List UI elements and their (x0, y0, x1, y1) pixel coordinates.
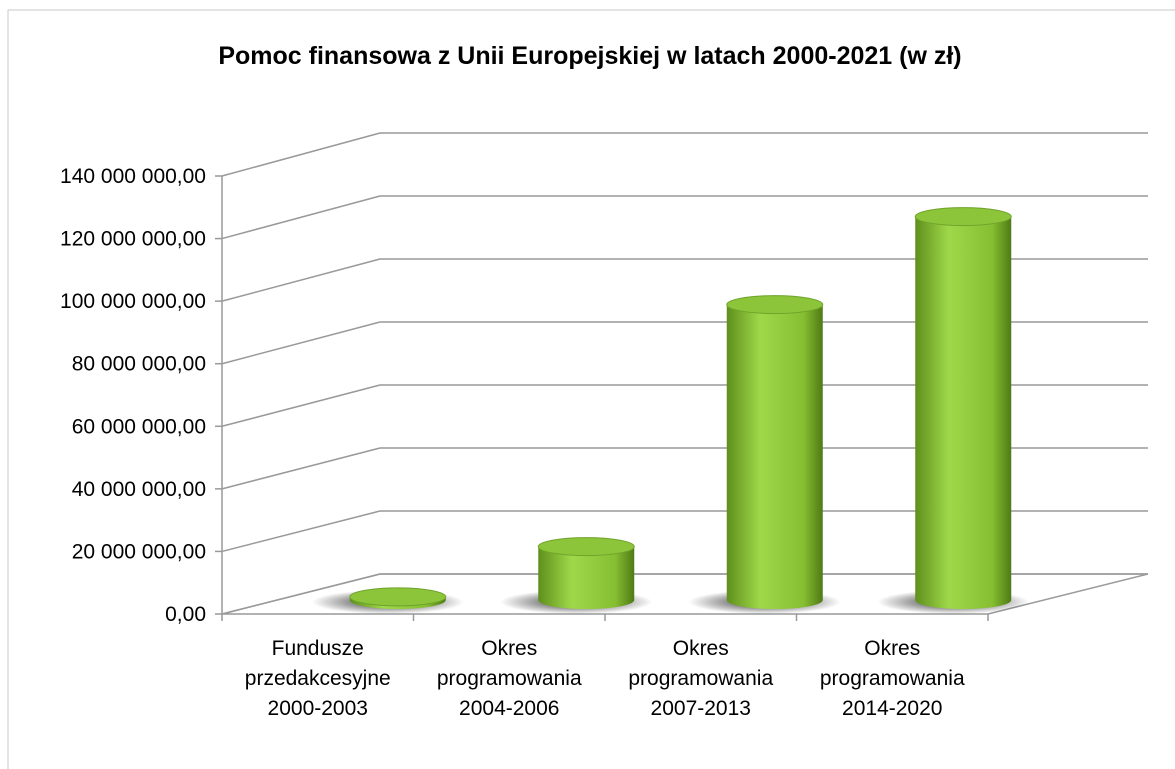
x-tick-label: Fundusze przedakcesyjne 2000-2003 (244, 637, 391, 720)
grid-line (221, 132, 381, 177)
x-tick-label: Okres programowania 2004-2006 (436, 637, 582, 720)
bar (537, 537, 635, 609)
y-tick-label: 100 000 000,00 (60, 290, 206, 313)
y-tick-label: 120 000 000,00 (60, 228, 206, 251)
x-tick-label: Okres programowania 2007-2013 (628, 637, 774, 720)
y-tick-label: 0,00 (165, 603, 206, 626)
y-tick-label: 80 000 000,00 (72, 353, 206, 376)
grid-line (221, 573, 381, 615)
bar-top (914, 207, 1012, 227)
bar (914, 207, 1012, 610)
y-tick-label: 60 000 000,00 (72, 415, 206, 438)
y-tick-label: 140 000 000,00 (60, 165, 206, 188)
bar-body (726, 304, 823, 609)
y-tick-label: 20 000 000,00 (72, 540, 206, 563)
chart-title: Pomoc finansowa z Unii Europejskiej w la… (218, 42, 961, 70)
bar-top (726, 295, 824, 315)
bar-top (537, 537, 635, 557)
bar-top (349, 587, 447, 607)
bar-body (538, 546, 635, 609)
y-tick-label: 40 000 000,00 (72, 478, 206, 501)
grid-line (221, 195, 381, 240)
x-tick-label: Okres programowania 2014-2020 (819, 637, 965, 720)
grid-line (221, 321, 381, 365)
grid-line (221, 447, 381, 490)
bar (726, 295, 824, 609)
grid-line (221, 510, 381, 553)
bar-body (915, 216, 1012, 610)
grid-line (221, 258, 381, 302)
grid-line (221, 384, 381, 428)
bar (349, 587, 447, 609)
